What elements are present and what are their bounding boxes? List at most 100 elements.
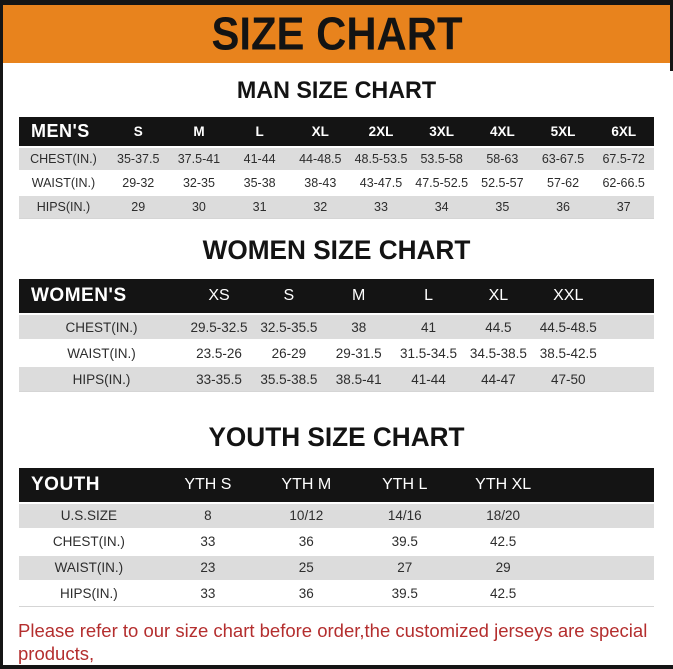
value-cell: 32-35 [182,176,215,191]
value-cell: 63-67.5 [541,152,585,167]
border-top [0,0,673,5]
value-cell: 47.5-52.5 [415,176,469,191]
value-cell: 38.5-42.5 [539,345,597,361]
table-row: WAIST(IN.) 29-32 32-35 35-38 38-43 43-47.5 47.… [19,171,654,195]
size-header-cell: YTH L [355,467,454,503]
value-cell: 38 [351,319,367,335]
value-cell: 35-37.5 [117,152,160,167]
value-cell [552,555,654,581]
row-label-cell: U.S.SIZE [60,508,117,524]
row-label-cell: WAIST(IN.) [54,560,124,576]
size-header-cell: 4XL [471,117,533,148]
row-label-cell: WAIST(IN.) [31,176,96,191]
value-cell [603,340,654,366]
value-cell: 38.5-41 [335,371,382,387]
value-cell: 57-62 [547,176,580,191]
row-label-cell: HIPS(IN.) [36,200,91,215]
value-cell: 8 [204,508,212,524]
content: MAN SIZE CHART MEN'S S M L XL 2XL 3XL 4XL 5XL 6XL C… [0,63,673,669]
section-title: WOMEN SIZE CHART [202,235,471,266]
size-header-cell: XS [184,279,254,315]
row-label-cell: CHEST(IN.) [30,152,97,167]
value-cell: 33 [200,534,216,550]
value-cell: 36 [298,586,314,602]
value-cell: 34.5-38.5 [469,345,527,361]
row-label-cell: CHEST(IN.) [52,534,125,550]
size-header-cell: S [253,279,324,315]
size-header-cell: 3XL [411,117,472,148]
value-cell: 37.5-41 [177,152,221,167]
table-row: U.S.SIZE 8 10/12 14/16 18/20 [19,502,654,529]
value-cell: 41-44 [243,152,276,167]
value-cell: 32 [313,200,328,215]
value-cell: 29.5-32.5 [190,319,248,335]
border-left [0,0,3,669]
table-row: HIPS(IN.) 33-35.5 35.5-38.5 38.5-41 41-44 44-… [19,366,654,392]
section-youth: YOUTH SIZE CHART YOUTH YTH S YTH M YTH L YTH … [0,392,673,607]
value-cell: 62-66.5 [602,176,645,191]
row-label-cell: WAIST(IN.) [67,345,136,361]
value-cell: 52.5-57 [481,176,524,191]
table-header-row: MEN'S S M L XL 2XL 3XL 4XL 5XL 6XL [19,117,654,148]
value-cell: 41-44 [411,371,446,387]
size-header-cell: S [107,117,169,148]
value-cell: 29-31.5 [335,345,382,361]
value-cell: 33 [200,586,216,602]
row-label-cell: HIPS(IN.) [59,586,118,602]
value-cell: 39.5 [391,586,418,602]
value-cell: 67.5-72 [602,152,645,167]
table-title-cell: WOMEN'S [19,279,185,315]
banner: SIZE CHART [0,5,673,63]
border-right-header [670,0,673,71]
value-cell: 31.5-34.5 [400,345,458,361]
value-cell [552,503,654,529]
value-cell: 35.5-38.5 [260,371,318,387]
section-title: YOUTH SIZE CHART [208,422,465,453]
size-header-cell: 2XL [350,117,412,148]
size-header-cell: XL [463,279,534,315]
size-header-cell: YTH M [257,467,356,503]
value-cell: 23.5-26 [196,345,242,361]
value-cell: 33 [374,200,388,215]
value-cell: 41 [421,319,437,335]
value-cell: 43-47.5 [359,176,403,191]
row-label-cell: HIPS(IN.) [72,371,131,387]
value-cell: 23 [200,560,216,576]
section-title: MAN SIZE CHART [236,77,437,104]
value-cell: 26-29 [271,345,307,361]
size-tables: MAN SIZE CHART MEN'S S M L XL 2XL 3XL 4XL 5XL 6XL C… [0,63,673,607]
value-cell: 39.5 [391,534,418,550]
value-cell: 27 [397,560,413,576]
size-header-cell: 6XL [593,117,654,148]
size-header-cell: L [393,279,464,315]
value-cell: 29 [495,560,511,576]
value-cell: 14/16 [387,508,422,524]
size-header-cell: M [168,117,230,148]
man-size-table: MEN'S S M L XL 2XL 3XL 4XL 5XL 6XL CHEST(IN.) 35-37… [19,117,654,220]
value-cell: 44.5-48.5 [539,319,597,335]
value-cell: 34 [434,200,449,215]
value-cell: 53.5-58 [420,152,463,167]
value-cell: 48.5-53.5 [354,152,408,167]
table-row: HIPS(IN.) 33 36 39.5 42.5 [19,580,654,607]
table-row: WAIST(IN.) 23.5-26 26-29 29-31.5 31.5-34.5 34… [19,340,654,366]
value-cell [552,529,654,555]
size-header-cell: M [323,279,394,315]
footer-line-1: Please refer to our size chart before or… [18,619,648,664]
value-cell: 32.5-35.5 [260,319,318,335]
table-title-cell: MEN'S [19,117,108,148]
border-bottom [0,665,673,669]
value-cell: 44.5 [485,319,512,335]
table-row: CHEST(IN.) 29.5-32.5 32.5-35.5 38 41 44.5 44.5… [19,314,654,341]
value-cell: 36 [298,534,314,550]
footer-line-2: we don't accept cancel, change, teturn o… [18,665,659,669]
size-header-cell: XXL [533,279,604,315]
value-cell: 36 [556,200,570,215]
value-cell: 25 [298,560,314,576]
size-header-cell [552,467,654,503]
value-cell: 42.5 [490,534,517,550]
value-cell: 35 [495,200,510,215]
value-cell: 18/20 [486,508,521,524]
women-size-table: WOMEN'S XS S M L XL XXL CHEST(IN.) 29.5-32.5 32.5… [19,279,654,393]
